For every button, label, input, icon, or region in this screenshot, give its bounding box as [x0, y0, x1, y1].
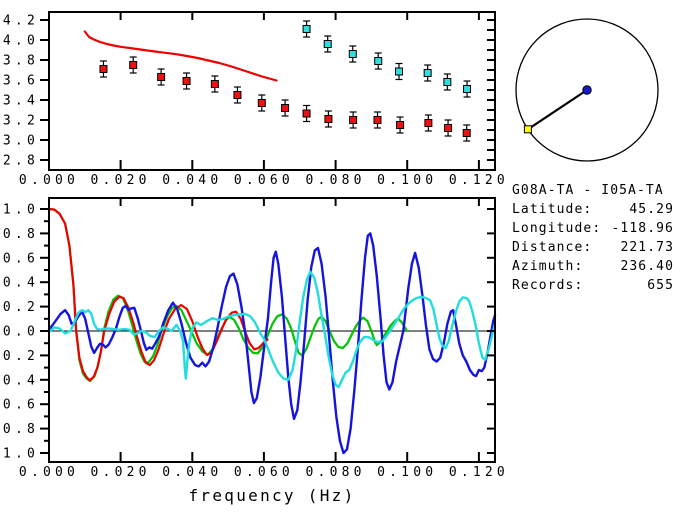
data-point-marker — [182, 77, 191, 85]
distance-label: Distance: — [512, 240, 593, 255]
red-measurement-squares — [99, 56, 471, 142]
spectra-plot: 0.000 0.020 0.040 0.060 0.080 0.100 0.120 1.0 0.… — [0, 197, 509, 505]
data-point-marker — [257, 99, 266, 107]
center-station-dot — [582, 85, 592, 95]
y-tick-label: 3.0 — [3, 134, 39, 149]
y-tick-label: 0.4 — [3, 276, 39, 291]
x-tick-label: 0.000 — [19, 465, 79, 480]
data-point-marker — [233, 91, 242, 99]
latitude-label: Latitude: — [512, 202, 593, 217]
x-tick-label: 0.000 — [19, 173, 79, 188]
x-tick-label: 0.080 — [306, 465, 366, 480]
y-tick-label: 4.2 — [3, 14, 39, 29]
red-dispersion-curve — [83, 30, 278, 82]
data-point-marker — [444, 124, 453, 132]
y-tick-label: 4.0 — [3, 34, 39, 49]
data-point-marker — [374, 57, 383, 65]
axes: 0.000 0.020 0.040 0.060 0.080 0.100 0.120 1.0 0.… — [0, 197, 509, 505]
data-point-marker — [394, 67, 403, 76]
red-spectrum-curve — [47, 207, 269, 382]
x-axis-title: frequency (Hz) — [188, 486, 355, 505]
green-spectrum-curve — [47, 207, 408, 383]
data-point-marker — [157, 73, 166, 81]
distance-value: 221.73 — [620, 240, 674, 255]
x-tick-label: 0.040 — [162, 173, 222, 188]
x-tick-label: 0.020 — [91, 173, 151, 188]
station-pair-title: G08A-TA - I05A-TA — [512, 183, 664, 198]
data-point-marker — [348, 50, 357, 58]
records-row: Records: 655 — [512, 276, 674, 295]
data-point-marker — [302, 25, 311, 33]
axes: 0.000 0.020 0.040 0.060 0.080 0.100 0.120 4.2 4.… — [3, 11, 509, 188]
distance-row: Distance: 221.73 — [512, 238, 674, 257]
data-point-marker — [424, 119, 433, 127]
y-tick-label: 0.0 — [3, 325, 39, 340]
remote-station-marker — [523, 125, 532, 134]
longitude-row: Longitude: -118.96 — [512, 219, 674, 238]
data-point-marker — [462, 129, 471, 137]
x-tick-label: 0.100 — [377, 173, 437, 188]
x-tick-label: 0.100 — [377, 465, 437, 480]
y-tick-label: -0.6 — [0, 398, 39, 413]
data-point-marker — [99, 65, 108, 73]
y-tick-label: -0.4 — [0, 373, 39, 388]
data-point-marker — [349, 116, 358, 124]
cyan-spectrum-curve — [47, 270, 497, 389]
longitude-label: Longitude: — [512, 221, 602, 236]
x-tick-label: 0.080 — [306, 173, 366, 188]
data-point-marker — [423, 69, 432, 77]
records-value: 655 — [647, 278, 674, 293]
azimuth-circle — [515, 18, 659, 162]
latitude-value: 45.29 — [629, 202, 674, 217]
y-tick-label: 3.2 — [3, 114, 39, 129]
records-label: Records: — [512, 278, 584, 293]
plot-frame — [48, 11, 496, 171]
y-tick-label: 0.2 — [3, 300, 39, 315]
data-point-marker — [129, 61, 138, 69]
y-tick-label: -0.2 — [0, 349, 39, 364]
data-point-marker — [281, 104, 290, 112]
blue-spectrum-curve — [47, 232, 497, 455]
y-tick-label: -0.8 — [0, 422, 39, 437]
latitude-row: Latitude: 45.29 — [512, 200, 674, 219]
x-tick-label: 0.060 — [234, 465, 294, 480]
longitude-value: -118.96 — [611, 221, 674, 236]
x-tick-label: 0.020 — [91, 465, 151, 480]
y-tick-label: 0.8 — [3, 227, 39, 242]
y-tick-label: 3.4 — [3, 94, 39, 109]
y-tick-label: 2.8 — [3, 154, 39, 169]
azimuth-row: Azimuth: 236.40 — [512, 257, 674, 276]
cyan-measurement-squares — [302, 20, 472, 98]
y-tick-label: -1.0 — [0, 447, 39, 462]
data-point-marker — [302, 109, 311, 118]
dispersion-plot: 0.000 0.020 0.040 0.060 0.080 0.100 0.120 4.2 4.… — [3, 11, 509, 188]
y-tick-label: 3.6 — [3, 74, 39, 89]
azimuth-label: Azimuth: — [512, 259, 584, 274]
data-point-marker — [396, 121, 405, 129]
x-tick-label: 0.040 — [162, 465, 222, 480]
y-tick-label: 1.0 — [3, 203, 39, 218]
azimuth-value: 236.40 — [620, 259, 674, 274]
data-point-marker — [443, 78, 452, 86]
y-tick-label: 0.6 — [3, 251, 39, 266]
x-tick-label: 0.120 — [449, 465, 509, 480]
data-point-marker — [210, 80, 219, 88]
azimuth-panel — [515, 18, 659, 162]
data-point-marker — [324, 115, 333, 123]
azimuth-line — [527, 89, 588, 131]
station-pair-info: G08A-TA - I05A-TA Latitude: 45.29 Longit… — [512, 181, 674, 295]
data-point-marker — [463, 85, 472, 93]
data-point-marker — [373, 116, 382, 124]
x-tick-label: 0.060 — [234, 173, 294, 188]
data-point-marker — [323, 40, 332, 48]
y-tick-label: 3.8 — [3, 54, 39, 69]
x-tick-label: 0.120 — [449, 173, 509, 188]
